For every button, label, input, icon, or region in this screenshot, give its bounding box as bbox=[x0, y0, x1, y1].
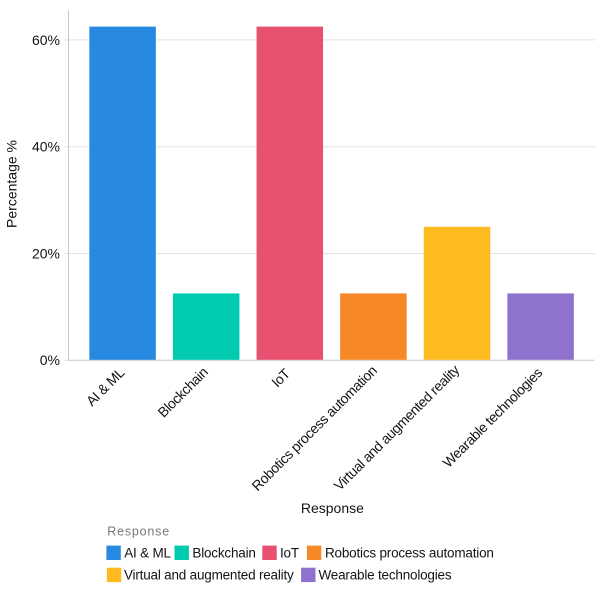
svg-text:60%: 60% bbox=[32, 32, 60, 48]
svg-text:IoT: IoT bbox=[268, 365, 293, 390]
svg-text:Blockchain: Blockchain bbox=[154, 364, 210, 420]
svg-text:20%: 20% bbox=[32, 245, 60, 261]
svg-text:AI & ML: AI & ML bbox=[83, 364, 128, 409]
svg-text:Response: Response bbox=[107, 524, 170, 538]
svg-text:Response: Response bbox=[301, 500, 364, 516]
svg-text:Percentage %: Percentage % bbox=[4, 140, 20, 228]
svg-text:Blockchain: Blockchain bbox=[192, 545, 255, 560]
svg-text:0%: 0% bbox=[40, 352, 60, 368]
svg-text:Wearable technologies: Wearable technologies bbox=[439, 364, 545, 470]
svg-text:Wearable technologies: Wearable technologies bbox=[319, 567, 452, 582]
svg-text:Robotics process automation: Robotics process automation bbox=[325, 545, 494, 560]
svg-text:AI & ML: AI & ML bbox=[124, 545, 171, 560]
svg-text:Virtual and augmented reality: Virtual and augmented reality bbox=[124, 567, 294, 582]
svg-text:40%: 40% bbox=[32, 139, 60, 155]
svg-text:IoT: IoT bbox=[280, 545, 299, 560]
